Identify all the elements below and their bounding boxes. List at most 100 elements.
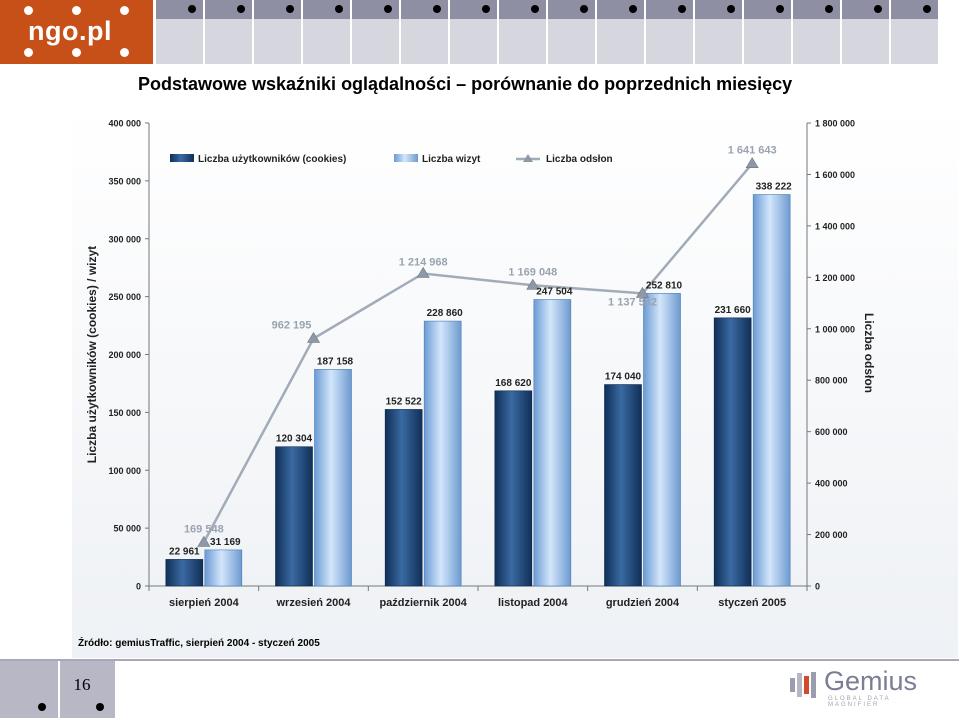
x-tick-label: sierpień 2004	[169, 597, 240, 609]
header-strip	[303, 0, 350, 19]
bar-visits	[643, 293, 681, 587]
y2-tick-label: 1 200 000	[815, 273, 855, 283]
y2-tick-label: 200 000	[815, 530, 848, 540]
pageviews-value-label: 169 548	[184, 523, 224, 535]
legend-label: Liczba użytkowników (cookies)	[198, 154, 346, 165]
page-box-divider	[58, 661, 60, 718]
bar-users-value-label: 168 620	[495, 378, 532, 389]
header-strip	[891, 0, 938, 19]
page-number: 16	[73, 675, 91, 694]
pageviews-marker	[306, 331, 321, 343]
bar-users-value-label: 231 660	[715, 305, 752, 316]
header-strip	[744, 0, 791, 19]
x-tick-label: styczeń 2005	[718, 597, 786, 609]
header-tile	[205, 0, 252, 64]
header-strip	[695, 0, 742, 19]
bar-visits	[423, 320, 462, 587]
x-tick-label: listopad 2004	[498, 597, 569, 609]
bar-visits	[204, 549, 243, 587]
gemius-tagline: GLOBAL DATA MAGNIFIER	[828, 696, 891, 708]
y-tick-label: 350 000	[108, 176, 141, 186]
gemius-mark-icon	[790, 672, 816, 698]
logo-dot	[120, 6, 129, 15]
header-strip	[205, 0, 252, 19]
header-tile	[695, 0, 742, 64]
header-strip	[597, 0, 644, 19]
header-tile	[597, 0, 644, 64]
pageviews-marker	[416, 266, 430, 278]
x-tick-label: grudzień 2004	[606, 597, 680, 609]
y2-tick-label: 1 400 000	[815, 221, 855, 231]
y-tick-label: 200 000	[108, 350, 141, 360]
legend-swatch	[170, 154, 194, 162]
y-tick-label: 400 000	[108, 119, 141, 129]
header-dot	[727, 5, 735, 13]
bar-users	[494, 390, 533, 587]
y2-tick-label: 1 800 000	[815, 119, 855, 129]
bar-users-value-label: 174 040	[605, 372, 642, 383]
y2-tick-label: 1 000 000	[815, 324, 855, 334]
bar-visits-value-label: 228 860	[427, 308, 464, 319]
pageviews-marker	[197, 535, 211, 547]
bar-visits	[314, 369, 352, 587]
footer-divider	[0, 659, 959, 661]
header-strip	[450, 0, 497, 19]
bar-visits-value-label: 187 158	[317, 356, 354, 367]
footer-dot	[38, 703, 46, 711]
legend-swatch	[394, 154, 418, 162]
pageviews-value-label: 1 214 968	[399, 256, 448, 268]
source-note: Źródło: gemiusTraffic, sierpień 2004 - s…	[78, 638, 320, 649]
header-strip	[352, 0, 399, 19]
bar-visits-value-label: 31 169	[210, 537, 241, 548]
y2-tick-label: 1 600 000	[815, 170, 855, 180]
header-tile	[744, 0, 791, 64]
header-tile	[499, 0, 546, 64]
header-dot	[629, 5, 637, 13]
header-tile	[450, 0, 497, 64]
bar-visits-value-label: 247 504	[536, 287, 573, 298]
header-tile	[352, 0, 399, 64]
header-tile	[891, 0, 938, 64]
header-dot	[188, 5, 196, 13]
header-tile	[842, 0, 889, 64]
bar-users-value-label: 22 961	[169, 546, 200, 557]
legend-label: Liczba odsłon	[546, 154, 613, 165]
header-dot	[433, 5, 441, 13]
header-dot	[678, 5, 686, 13]
header-strip	[401, 0, 448, 19]
bar-visits	[752, 194, 791, 587]
legend-marker	[523, 154, 533, 162]
header-tile	[401, 0, 448, 64]
pageviews-marker	[526, 278, 540, 290]
header-strip	[842, 0, 889, 19]
pageviews-marker	[635, 286, 650, 298]
pageviews-line	[202, 162, 754, 543]
header-dot	[482, 5, 490, 13]
pageviews-value-label: 1 169 048	[508, 266, 557, 278]
header-pattern	[156, 0, 944, 64]
header-tile	[793, 0, 840, 64]
gemius-logo: Gemius GLOBAL DATA MAGNIFIER	[788, 664, 938, 708]
header-strip	[646, 0, 693, 19]
logo-dot	[72, 6, 81, 15]
y-tick-label: 300 000	[108, 234, 141, 244]
combo-chart: 0 50 000 100 000 150 000 200 000 250 000 300 0…	[72, 103, 958, 658]
slide-title: Podstawowe wskaźniki oglądalności – poró…	[138, 74, 793, 94]
y-tick-label: 0	[136, 582, 141, 592]
gemius-wordmark: Gemius	[824, 666, 918, 696]
bar-users	[384, 409, 423, 587]
chart: 0 50 000 100 000 150 000 200 000 250 000 300 0…	[72, 103, 958, 658]
header-dot	[335, 5, 343, 13]
bar-users	[713, 317, 752, 587]
logo-dot	[120, 48, 129, 57]
x-tick-label: październik 2004	[379, 597, 467, 609]
header-dot	[776, 5, 784, 13]
y-axis-title: Liczba użytkowników (cookies) / wizyt	[85, 246, 99, 463]
header-tile	[646, 0, 693, 64]
bar-visits-value-label: 338 222	[756, 182, 793, 193]
header-strip	[499, 0, 546, 19]
pageviews-value-label: 962 195	[272, 320, 312, 332]
bar-users-value-label: 152 522	[386, 396, 423, 407]
bar-visits	[533, 299, 572, 587]
y2-tick-label: 800 000	[815, 376, 848, 386]
